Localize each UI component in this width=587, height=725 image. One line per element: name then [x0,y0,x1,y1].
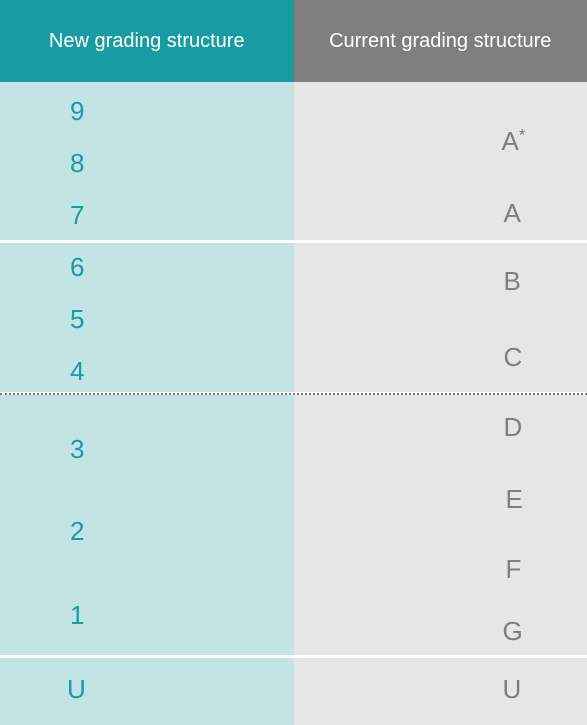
current-grading-title: Current grading structure [329,30,551,53]
current-grade-label: E [506,484,523,515]
current-grade-label: D [504,412,523,443]
new-grade-label: 1 [70,600,84,631]
new-grade-label: 5 [70,304,84,335]
band-divider [294,240,587,243]
current-grade-label: G [503,616,523,647]
new-grading-body: 9 8 7 6 5 4 3 2 1 U [0,82,294,725]
grading-comparison: New grading structure 9 8 7 6 5 4 3 2 1 U Current… [0,0,587,725]
current-grading-column: Current grading structure A* A B C D E FGU [294,0,587,725]
current-grade-label: U [503,674,522,705]
band [294,395,587,655]
new-grading-title: New grading structure [49,30,245,53]
band [294,82,587,240]
current-grading-header: Current grading structure [294,0,587,82]
band-divider [294,655,587,658]
pass-threshold-divider [0,393,587,395]
new-grade-label: 3 [70,434,84,465]
new-grade-label: U [67,674,86,705]
current-grade-label: C [504,342,523,373]
new-grading-column: New grading structure 9 8 7 6 5 4 3 2 1 U [0,0,294,725]
new-grade-label: 7 [70,200,84,231]
band [0,395,294,655]
new-grade-label: 8 [70,148,84,179]
new-grading-header: New grading structure [0,0,294,82]
band [0,82,294,240]
band [294,243,587,392]
band-divider [0,240,294,243]
new-grade-label: 2 [70,516,84,547]
current-grading-body: A* A B C D E FGU [294,82,587,725]
band [294,658,587,725]
band-divider [0,655,294,658]
new-grade-label: 9 [70,96,84,127]
band [0,243,294,392]
band [0,658,294,725]
current-grade-label: B [504,266,521,297]
current-grade-label: F [506,554,522,585]
current-grade-label: A* [502,126,526,157]
new-grade-label: 6 [70,252,84,283]
current-grade-label: A [504,198,521,229]
new-grade-label: 4 [70,356,84,387]
